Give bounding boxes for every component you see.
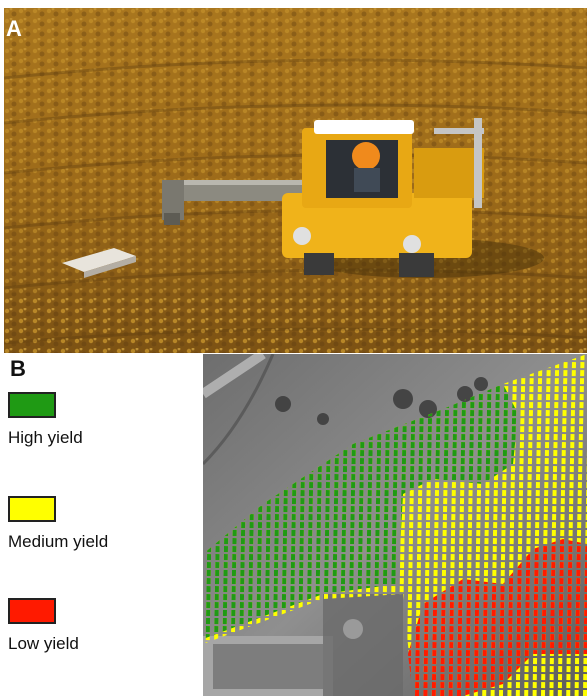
- vine-row: [566, 539, 577, 696]
- legend-swatch-medium: [8, 496, 56, 522]
- legend-swatch-high: [8, 392, 56, 418]
- vine-row: [457, 539, 467, 696]
- vine-row: [549, 539, 560, 696]
- low-yield-rows: [408, 539, 587, 696]
- legend-item-low-yield: Low yield: [8, 598, 79, 654]
- legend-swatch-low: [8, 598, 56, 624]
- legend-label-medium: Medium yield: [8, 532, 109, 551]
- vine-row: [465, 539, 476, 696]
- vine-row: [557, 539, 568, 696]
- legend-label-high: High yield: [8, 428, 83, 447]
- legend-label-low: Low yield: [8, 634, 79, 653]
- vineyard-harvester-photo: [4, 8, 587, 353]
- vine-row: [482, 539, 493, 696]
- vine-row: [541, 539, 551, 696]
- vine-row: [415, 539, 425, 696]
- vine-row: [423, 539, 434, 696]
- vine-row: [532, 539, 543, 696]
- vine-row: [448, 539, 459, 696]
- panel-label-a: A: [6, 16, 22, 41]
- vine-row: [473, 539, 484, 696]
- vine-row: [440, 539, 451, 696]
- harvester: [282, 118, 484, 277]
- vine-row: [507, 539, 518, 696]
- vine-row: [583, 539, 587, 696]
- vine-row: [524, 539, 535, 696]
- vine-row: [499, 539, 509, 696]
- vine-row: [408, 539, 417, 696]
- vine-row: [574, 539, 585, 696]
- vine-row: [515, 539, 526, 696]
- vine-row: [431, 539, 442, 696]
- yield-map: [203, 354, 587, 696]
- legend-item-medium-yield: Medium yield: [8, 496, 108, 552]
- vine-row: [490, 539, 501, 696]
- legend-item-high-yield: High yield: [8, 392, 83, 448]
- panel-label-b: B: [10, 356, 26, 381]
